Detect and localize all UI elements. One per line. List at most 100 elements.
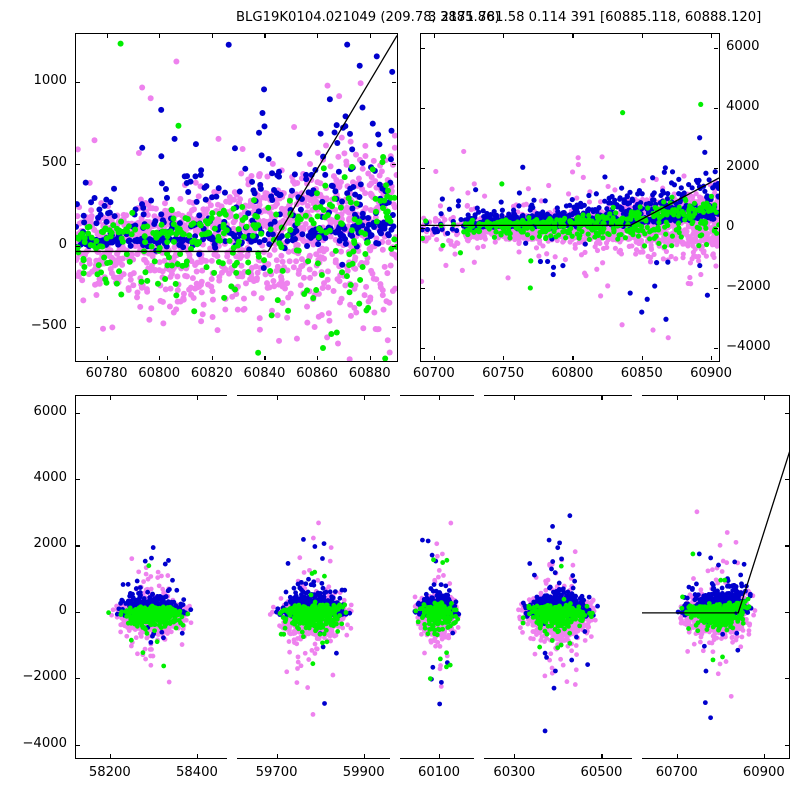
panel-bottom-scatter	[515, 513, 600, 734]
x-tick	[711, 356, 713, 360]
y-tick	[785, 678, 789, 680]
y-tick	[421, 348, 425, 350]
panel-top-left-plot-area[interactable]	[75, 33, 398, 362]
x-tick	[711, 34, 713, 38]
x-tick	[439, 396, 441, 400]
y-tick	[714, 48, 718, 50]
x-tick	[159, 356, 161, 360]
x-tick-label: 59700	[247, 765, 307, 780]
x-tick-label: 60820	[184, 366, 240, 381]
x-tick	[211, 356, 213, 360]
y-tick	[76, 678, 80, 680]
x-tick	[264, 34, 266, 38]
panel-top-left-title: BLG19K0104.021049 (209.78, 3885.86)	[236, 10, 500, 25]
x-tick	[676, 396, 678, 400]
x-tick	[369, 356, 371, 360]
panel-bottom-segment[interactable]	[75, 395, 228, 759]
y-tick	[785, 412, 789, 414]
y-tick-label: −4000	[726, 339, 771, 354]
x-tick-label: 58200	[80, 765, 140, 780]
x-tick	[264, 356, 266, 360]
y-tick	[785, 479, 789, 481]
panel-bottom-segment[interactable]	[483, 395, 632, 759]
y-tick-label: 0	[5, 237, 67, 252]
y-tick	[714, 168, 718, 170]
x-tick	[196, 396, 199, 400]
panel-bottom-segment[interactable]	[237, 395, 390, 759]
x-tick	[106, 356, 108, 360]
x-tick	[109, 754, 111, 758]
y-tick	[76, 327, 80, 329]
x-tick	[211, 34, 213, 38]
x-tick	[572, 356, 574, 360]
panel-bottom-scatter	[412, 520, 462, 707]
y-tick	[76, 163, 80, 165]
x-tick	[276, 396, 278, 400]
y-tick-label: 500	[5, 155, 67, 170]
panel-bottom-segment[interactable]	[399, 395, 474, 759]
y-tick	[76, 245, 80, 247]
y-tick-label: −500	[5, 318, 67, 333]
x-tick-label: 60880	[342, 366, 398, 381]
x-tick-label: 60780	[79, 366, 135, 381]
x-tick	[433, 34, 435, 38]
y-tick-label: −4000	[3, 736, 67, 751]
y-tick	[76, 744, 80, 746]
panel-bottom-scatter	[268, 520, 355, 717]
x-tick	[601, 754, 603, 758]
y-tick	[785, 545, 789, 547]
x-tick	[572, 34, 574, 38]
x-tick	[763, 396, 765, 400]
y-tick-label: −2000	[3, 669, 67, 684]
x-tick-label: 60900	[734, 765, 794, 780]
panel-bottom-scatter	[641, 451, 789, 721]
y-tick-label: 2000	[726, 159, 760, 174]
y-tick-label: 6000	[726, 39, 760, 54]
x-tick	[601, 396, 603, 400]
x-tick	[106, 34, 108, 38]
x-tick	[503, 356, 505, 360]
y-tick	[421, 168, 425, 170]
y-tick-label: 6000	[3, 404, 67, 419]
x-tick	[159, 34, 161, 38]
x-tick	[317, 356, 319, 360]
y-tick	[392, 82, 396, 84]
y-tick-label: 0	[3, 603, 67, 618]
x-tick	[369, 34, 371, 38]
panel-top-right-scatter	[421, 101, 719, 341]
y-tick	[76, 412, 80, 414]
x-tick	[503, 34, 505, 38]
y-tick	[421, 228, 425, 230]
panel-bottom-segment[interactable]	[641, 395, 790, 759]
y-tick	[421, 108, 425, 110]
panel-bottom-scatter	[106, 545, 194, 685]
y-tick-label: 0	[726, 219, 734, 234]
x-tick-label: 60850	[614, 366, 670, 381]
x-tick-label: 60700	[647, 765, 707, 780]
y-tick	[785, 744, 789, 746]
x-tick-label: 60840	[236, 366, 292, 381]
x-tick	[641, 356, 643, 360]
x-tick	[641, 34, 643, 38]
panel-top-right-plot-area[interactable]	[420, 33, 720, 362]
x-tick	[763, 754, 765, 758]
x-tick	[433, 356, 435, 360]
panel-top-right-title: 3 2171 781.58 0.114 391 [60885.118, 6088…	[428, 10, 761, 25]
y-tick-label: 2000	[3, 536, 67, 551]
x-tick-label: 60500	[571, 765, 631, 780]
x-tick-label: 60750	[475, 366, 531, 381]
x-tick	[676, 754, 678, 758]
y-tick	[421, 48, 425, 50]
y-tick	[392, 245, 396, 247]
y-tick-label: 4000	[3, 470, 67, 485]
x-tick-label: 59900	[334, 765, 394, 780]
x-tick	[317, 34, 319, 38]
x-tick	[514, 754, 516, 758]
x-tick-label: 60800	[544, 366, 600, 381]
y-tick	[714, 228, 718, 230]
x-tick	[363, 754, 365, 758]
x-tick-label: 60700	[406, 366, 462, 381]
x-tick	[439, 754, 441, 758]
x-tick	[196, 754, 199, 758]
